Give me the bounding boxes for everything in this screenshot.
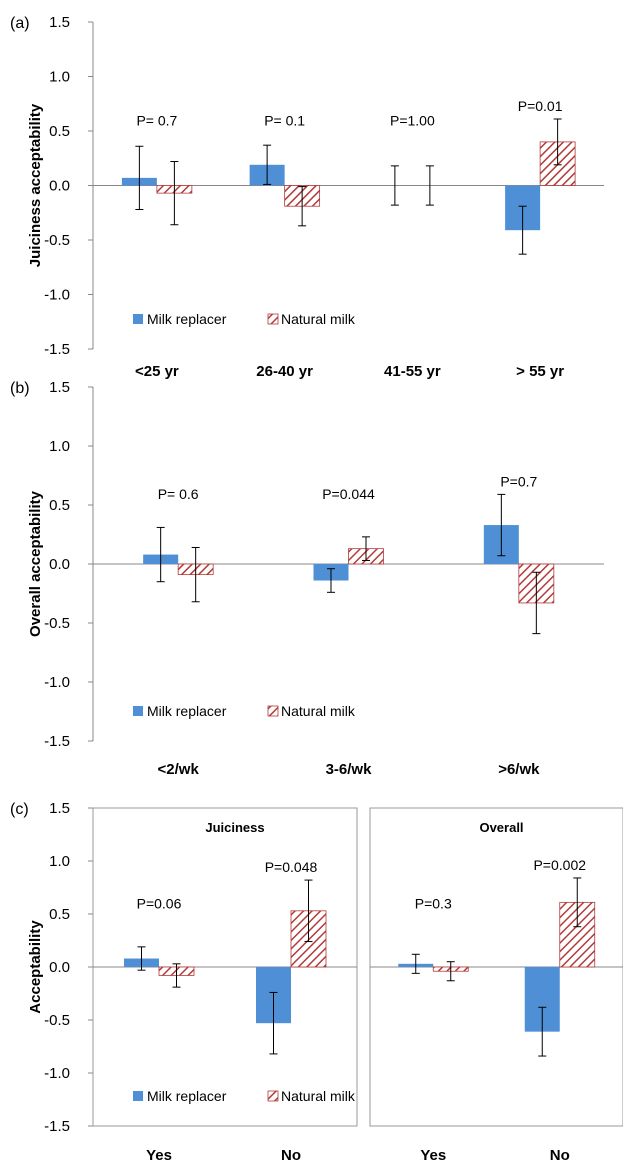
legend-swatch-natural-milk bbox=[267, 705, 279, 717]
y-tick-label: -0.5 bbox=[44, 1012, 70, 1029]
category-label: No bbox=[550, 1147, 570, 1164]
p-value-label: P= 0.1 bbox=[264, 113, 305, 129]
y-tick-label: 1.0 bbox=[49, 69, 70, 86]
p-value-label: P=0.002 bbox=[533, 857, 586, 873]
y-tick-label: -0.5 bbox=[44, 615, 70, 632]
y-tick-label: -0.5 bbox=[44, 232, 70, 249]
category-label: > 55 yr bbox=[516, 363, 564, 380]
y-tick-label: 0.5 bbox=[49, 497, 70, 514]
p-value-label: P=0.06 bbox=[137, 896, 182, 912]
subplot-title: Overall bbox=[479, 820, 523, 835]
y-tick-label: 0.5 bbox=[49, 906, 70, 923]
p-value-label: P=0.7 bbox=[500, 473, 537, 489]
category-label: 3-6/wk bbox=[326, 761, 373, 778]
p-value-label: P=1.00 bbox=[390, 113, 435, 129]
legend-swatch-natural-milk bbox=[267, 313, 279, 325]
legend-label-natural-milk: Natural milk bbox=[281, 703, 356, 719]
panel-label: (c) bbox=[10, 801, 29, 818]
y-tick-label: 1.5 bbox=[49, 379, 70, 396]
y-tick-label: 0.0 bbox=[49, 178, 70, 195]
legend-swatch-milk-replacer bbox=[133, 1091, 143, 1101]
y-tick-label: -1.5 bbox=[44, 341, 70, 358]
y-tick-label: -1.5 bbox=[44, 1118, 70, 1135]
legend-swatch-milk-replacer bbox=[133, 314, 143, 324]
legend-label-natural-milk: Natural milk bbox=[281, 1088, 356, 1104]
y-tick-label: 0.5 bbox=[49, 123, 70, 140]
category-label: 41-55 yr bbox=[384, 363, 441, 380]
y-axis-title: Overall acceptability bbox=[27, 490, 44, 637]
legend-swatch-milk-replacer bbox=[133, 706, 143, 716]
p-value-label: P=0.01 bbox=[518, 98, 563, 114]
y-tick-label: 0.0 bbox=[49, 556, 70, 573]
y-axis-title: Juiciness acceptability bbox=[27, 103, 44, 267]
y-tick-label: 1.0 bbox=[49, 853, 70, 870]
p-value-label: P= 0.6 bbox=[158, 486, 199, 502]
category-label: No bbox=[281, 1147, 301, 1164]
p-value-label: P=0.044 bbox=[322, 486, 375, 502]
category-label: Yes bbox=[146, 1147, 172, 1164]
category-label: <2/wk bbox=[158, 761, 200, 778]
subplot-title: Juiciness bbox=[205, 820, 264, 835]
category-label: 26-40 yr bbox=[256, 363, 313, 380]
y-tick-label: -1.0 bbox=[44, 287, 70, 304]
category-label: >6/wk bbox=[498, 761, 540, 778]
y-tick-label: 1.5 bbox=[49, 800, 70, 817]
panel-label: (b) bbox=[10, 380, 30, 397]
legend-label-milk-replacer: Milk replacer bbox=[147, 1088, 227, 1104]
legend-label-milk-replacer: Milk replacer bbox=[147, 311, 227, 327]
y-tick-label: -1.0 bbox=[44, 674, 70, 691]
legend-label-milk-replacer: Milk replacer bbox=[147, 703, 227, 719]
p-value-label: P= 0.7 bbox=[136, 113, 177, 129]
p-value-label: P=0.048 bbox=[265, 859, 318, 875]
y-tick-label: -1.5 bbox=[44, 733, 70, 750]
y-tick-label: 1.0 bbox=[49, 438, 70, 455]
y-tick-label: 0.0 bbox=[49, 959, 70, 976]
legend-label-natural-milk: Natural milk bbox=[281, 311, 356, 327]
panel-label: (a) bbox=[10, 15, 30, 32]
y-tick-label: -1.0 bbox=[44, 1065, 70, 1082]
y-axis-title: Acceptability bbox=[27, 920, 44, 1014]
y-tick-label: 1.5 bbox=[49, 14, 70, 31]
category-label: <25 yr bbox=[135, 363, 179, 380]
p-value-label: P=0.3 bbox=[415, 896, 452, 912]
category-label: Yes bbox=[420, 1147, 446, 1164]
legend-swatch-natural-milk bbox=[267, 1090, 279, 1102]
